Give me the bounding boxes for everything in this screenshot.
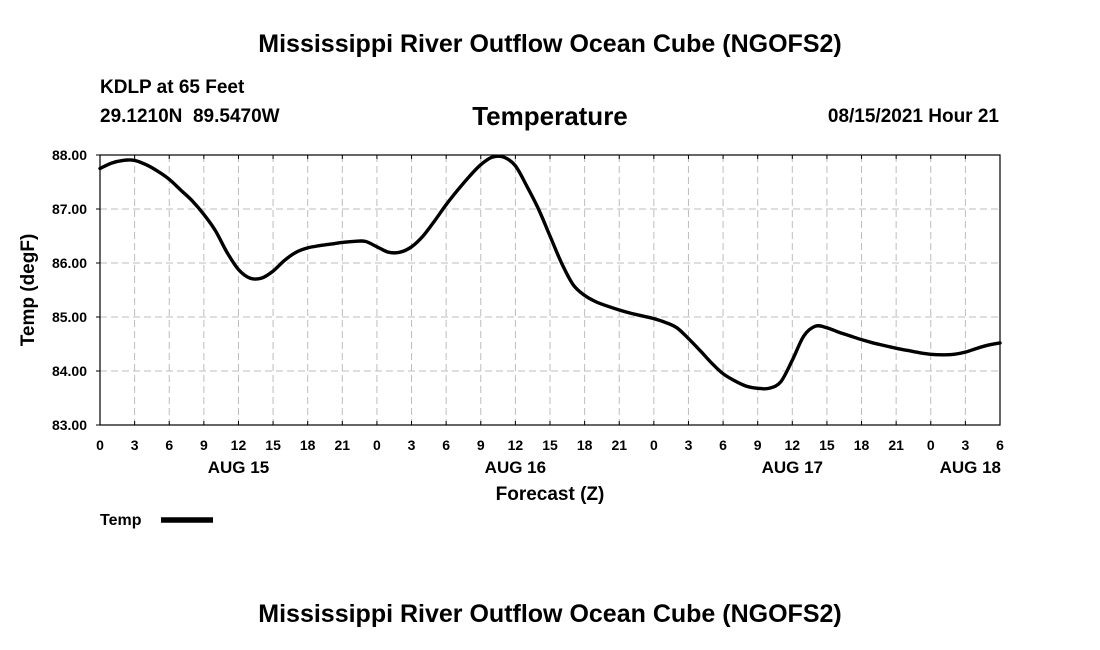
x-tick-label: 21 (335, 437, 351, 453)
station-coordinates: 29.1210N 89.5470W (100, 106, 280, 127)
temp-series-line (98, 154, 1002, 391)
x-tick-label: 12 (231, 437, 247, 453)
legend-label: Temp (100, 512, 142, 529)
y-tick-label: 87.00 (52, 201, 87, 217)
x-tick-label: 3 (961, 437, 969, 453)
x-tick-label: 18 (577, 437, 593, 453)
x-tick-label: 15 (265, 437, 281, 453)
x-tick-label: 3 (685, 437, 693, 453)
x-tick-label: 6 (165, 437, 173, 453)
x-tick-label: 0 (96, 437, 104, 453)
grid-lines (100, 155, 1000, 425)
x-tick-label: 18 (300, 437, 316, 453)
x-tick-label: 9 (200, 437, 208, 453)
forecast-timestamp: 08/15/2021 Hour 21 (827, 106, 999, 127)
y-tick-label: 84.00 (52, 363, 87, 379)
x-tick-label: 12 (508, 437, 524, 453)
main-title: Mississippi River Outflow Ocean Cube (NG… (258, 30, 842, 58)
chart-title: Temperature (472, 101, 628, 131)
axis-ticks: 83.00 84.00 85.00 86.00 87.00 88.00 0 3 6 9 12 15 18… (52, 147, 1004, 477)
y-tick-label: 83.00 (52, 417, 87, 433)
temperature-chart: 83.00 84.00 85.00 86.00 87.00 88.00 0 3 6 9 12 15 18… (18, 147, 1004, 529)
x-tick-label: 12 (785, 437, 801, 453)
day-label: AUG 16 (485, 458, 546, 477)
x-tick-label: 3 (408, 437, 416, 453)
x-tick-label: 6 (996, 437, 1004, 453)
y-tick-label: 85.00 (52, 309, 87, 325)
x-tick-label: 6 (719, 437, 727, 453)
x-tick-label: 0 (927, 437, 935, 453)
station-label: KDLP at 65 Feet (100, 77, 245, 98)
x-tick-label: 18 (854, 437, 870, 453)
x-tick-label: 9 (477, 437, 485, 453)
day-label: AUG 18 (940, 458, 1001, 477)
y-axis-label: Temp (degF) (18, 234, 39, 347)
day-label: AUG 15 (208, 458, 269, 477)
x-tick-label: 21 (611, 437, 627, 453)
x-tick-label: 6 (442, 437, 450, 453)
y-tick-label: 88.00 (52, 147, 87, 163)
legend: Temp (100, 512, 213, 529)
x-tick-label: 0 (373, 437, 381, 453)
x-tick-label: 15 (542, 437, 558, 453)
x-tick-label: 21 (888, 437, 904, 453)
x-tick-label: 9 (754, 437, 762, 453)
footer-title: Mississippi River Outflow Ocean Cube (NG… (258, 600, 842, 628)
x-tick-label: 15 (819, 437, 835, 453)
y-tick-label: 86.00 (52, 255, 87, 271)
x-tick-label: 3 (131, 437, 139, 453)
x-axis-label: Forecast (Z) (496, 484, 605, 505)
x-tick-label: 0 (650, 437, 658, 453)
day-label: AUG 17 (762, 458, 823, 477)
